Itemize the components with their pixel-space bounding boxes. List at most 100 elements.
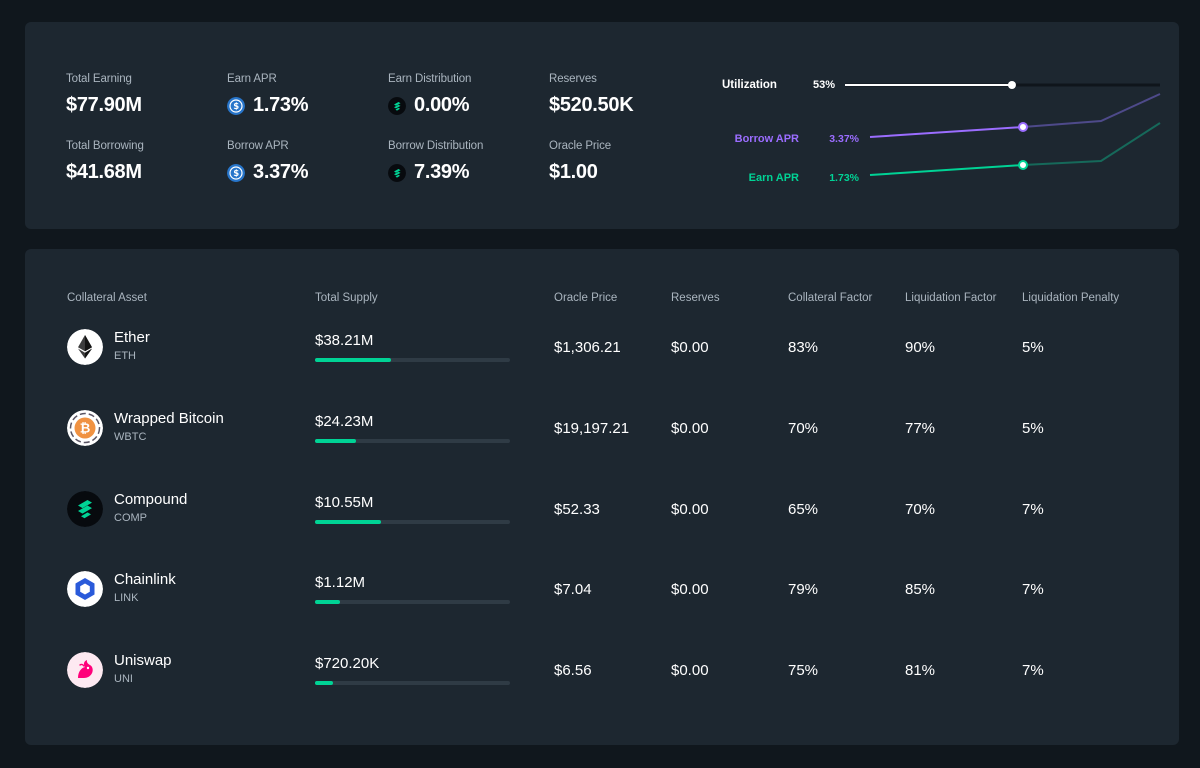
borrow-apr-point [1018,122,1028,132]
borrow-apr-curve-value: 3.37% [829,133,859,145]
liquidation-penalty-cell: 5% [1022,339,1044,356]
supply-progress-bar [315,358,510,362]
table-row[interactable]: Uniswap UNI $720.20K $6.56 $0.00 75% 81%… [25,652,1179,733]
header-collateral-factor: Collateral Factor [788,292,873,304]
oracle-price-cell: $19,197.21 [554,420,630,437]
total-supply-value: $10.55M [315,494,374,511]
earn-distribution-value: 0.00% [414,94,470,116]
uniswap-icon [67,652,103,688]
header-liquidation-factor: Liquidation Factor [905,292,997,304]
total-borrowing-value: $41.68M [66,161,142,183]
liquidation-factor-cell: 85% [905,581,936,598]
table-row[interactable]: Compound COMP $10.55M $52.33 $0.00 65% 7… [25,491,1179,572]
borrow-apr-stat: Borrow APR $ 3.37% [227,140,309,184]
reserves-value: $520.50K [549,94,634,116]
asset-name: Wrapped Bitcoin [114,410,224,427]
asset-symbol: WBTC [114,431,147,443]
borrow-distribution-value: 7.39% [414,161,470,183]
total-supply-value: $1.12M [315,574,366,591]
asset-symbol: LINK [114,592,139,604]
earn-apr-curve-label: Earn APR [749,172,799,184]
borrow-distribution-stat: Borrow Distribution 7.39% [388,140,483,184]
oracle-price-value: $1.00 [549,161,598,183]
oracle-price-cell: $7.04 [554,581,592,598]
supply-progress-bar [315,439,510,443]
earn-distribution-label: Earn Distribution [388,73,472,85]
liquidation-penalty-cell: 5% [1022,420,1044,437]
collateral-factor-cell: 65% [788,501,819,518]
reserves-cell: $0.00 [671,420,709,437]
oracle-price-cell: $52.33 [554,501,600,518]
earn-distribution-stat: Earn Distribution 0.00% [388,73,471,117]
svg-text:₿: ₿ [80,422,91,437]
collateral-assets-panel: Collateral Asset Total Supply Oracle Pri… [25,249,1179,745]
collateral-factor-cell: 70% [788,420,819,437]
liquidation-factor-cell: 77% [905,420,936,437]
utilization-label: Utilization [722,79,777,91]
usdc-icon: $ [227,163,245,182]
asset-symbol: ETH [114,350,136,362]
earn-apr-curve-future [1022,122,1161,166]
comp-icon [67,491,103,527]
liquidation-factor-cell: 70% [905,501,936,518]
borrow-apr-curve-label: Borrow APR [735,133,799,145]
asset-symbol: UNI [114,673,133,685]
reserves-cell: $0.00 [671,501,709,518]
earn-apr-curve-value: 1.73% [829,172,859,184]
asset-name: Compound [114,491,188,508]
utilization-value: 53% [813,79,835,91]
oracle-price-cell: $1,306.21 [554,339,621,356]
wbtc-icon: ₿ [67,410,103,446]
supply-progress-bar [315,600,510,604]
liquidation-factor-cell: 81% [905,662,936,679]
interest-rate-curve-chart: Utilization 53% Borrow APR 3.37% Earn AP… [722,79,1161,184]
comp-icon [388,96,406,115]
oracle-price-cell: $6.56 [554,662,592,679]
chainlink-icon [67,571,103,607]
reserves-label: Reserves [549,73,597,85]
borrow-apr-curve-current [869,126,1024,138]
total-borrowing-label: Total Borrowing [66,140,144,152]
svg-text:$: $ [233,102,239,112]
header-oracle-price: Oracle Price [554,292,618,304]
collateral-factor-cell: 79% [788,581,819,598]
reserves-cell: $0.00 [671,662,709,679]
supply-progress-bar [315,520,510,524]
oracle-price-label: Oracle Price [549,140,612,152]
total-supply-value: $24.23M [315,413,374,430]
table-row[interactable]: Chainlink LINK $1.12M $7.04 $0.00 79% 85… [25,571,1179,652]
total-borrowing-stat: Total Borrowing $41.68M [66,140,144,184]
reserves-cell: $0.00 [671,339,709,356]
borrow-apr-curve-future [1022,93,1161,128]
borrow-distribution-label: Borrow Distribution [388,140,484,152]
borrow-apr-value: 3.37% [253,161,309,183]
total-earning-label: Total Earning [66,73,132,85]
total-supply-value: $38.21M [315,332,374,349]
reserves-stat: Reserves $520.50K [549,73,634,117]
liquidation-penalty-cell: 7% [1022,501,1044,518]
asset-name: Chainlink [114,571,176,588]
supply-progress-fill [315,520,382,524]
asset-symbol: COMP [114,512,147,524]
asset-name: Uniswap [114,652,172,669]
collateral-factor-cell: 83% [788,339,819,356]
header-liquidation-penalty: Liquidation Penalty [1022,292,1120,304]
supply-progress-fill [315,681,333,685]
supply-progress-fill [315,358,392,362]
table-row[interactable]: ₿ Wrapped Bitcoin WBTC $24.23M $19,197.2… [25,410,1179,491]
total-earning-stat: Total Earning $77.90M [66,73,142,117]
asset-name: Ether [114,329,150,346]
market-summary-panel: Total Earning $77.90M Total Borrowing $4… [25,22,1179,229]
svg-text:$: $ [233,169,239,179]
earn-apr-stat: Earn APR $ 1.73% [227,73,309,117]
earn-apr-label: Earn APR [227,73,277,85]
header-total-supply: Total Supply [315,292,378,304]
header-reserves: Reserves [671,292,720,304]
earn-apr-value: 1.73% [253,94,309,116]
ether-icon [67,329,103,365]
oracle-price-stat: Oracle Price $1.00 [549,140,611,184]
liquidation-penalty-cell: 7% [1022,662,1044,679]
header-collateral-asset: Collateral Asset [67,292,147,304]
total-earning-value: $77.90M [66,94,142,116]
table-row[interactable]: Ether ETH $38.21M $1,306.21 $0.00 83% 90… [25,329,1179,410]
